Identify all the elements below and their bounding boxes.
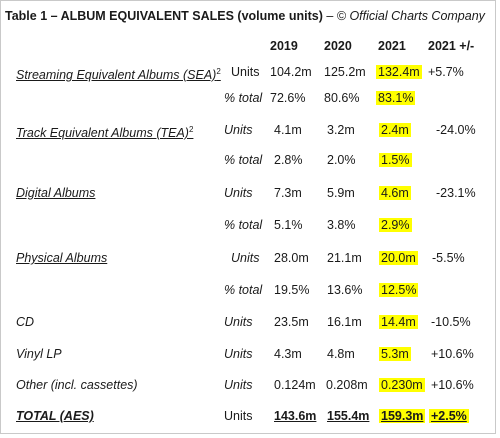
row-label-tea: Track Equivalent Albums (TEA)2 — [16, 125, 194, 140]
cell-2019-total: 143.6m — [274, 409, 317, 423]
cell-change: -24.0% — [436, 123, 476, 137]
cell-2020: 80.6% — [324, 91, 360, 105]
cell-2021-highlighted: 2.9% — [379, 218, 412, 232]
cell-change: +10.6% — [431, 378, 474, 392]
row-label-total: TOTAL (AES) — [16, 409, 94, 423]
cell-2019: 104.2m — [270, 65, 312, 79]
cell-2020-total: 155.4m — [327, 409, 370, 423]
row-unit: Units — [224, 123, 253, 137]
cell-2021-highlighted: 4.6m — [379, 186, 411, 200]
table-title: Table 1 – ALBUM EQUIVALENT SALES (volume… — [5, 9, 485, 23]
cell-2021-highlighted: 1.5% — [379, 153, 412, 167]
cell-2020: 3.8% — [327, 218, 356, 232]
cell-2019: 5.1% — [274, 218, 303, 232]
cell-change: -10.5% — [431, 315, 471, 329]
cell-2021-highlighted: 5.3m — [379, 347, 411, 361]
cell-2019: 2.8% — [274, 153, 303, 167]
row-unit: % total — [224, 153, 263, 167]
row-label-other: Other (incl. cassettes) — [16, 378, 138, 392]
cell-2019: 72.6% — [270, 91, 306, 105]
cell-2020: 16.1m — [327, 315, 362, 329]
cell-change: -5.5% — [432, 251, 465, 265]
cell-2020: 125.2m — [324, 65, 366, 79]
cell-2019: 4.3m — [274, 347, 302, 361]
row-unit: Units — [224, 186, 253, 200]
title-separator: – — [322, 9, 337, 23]
cell-change-total-highlighted: +2.5% — [429, 409, 469, 423]
row-unit: Units — [231, 65, 260, 79]
cell-change: +5.7% — [428, 65, 464, 79]
row-unit: Units — [224, 347, 253, 361]
column-header-change: 2021 +/- — [428, 39, 475, 53]
row-label-physical-albums: Physical Albums — [16, 251, 108, 265]
cell-2019: 0.124m — [274, 378, 316, 392]
cell-2019: 28.0m — [274, 251, 309, 265]
cell-2020: 2.0% — [327, 153, 356, 167]
row-unit: Units — [224, 315, 253, 329]
row-unit: Units — [224, 378, 253, 392]
cell-2019: 19.5% — [274, 283, 310, 297]
row-label-vinyl-lp: Vinyl LP — [16, 347, 62, 361]
cell-2020: 21.1m — [327, 251, 362, 265]
cell-2021-highlighted: 12.5% — [379, 283, 419, 297]
cell-change: +10.6% — [431, 347, 474, 361]
cell-2021-highlighted: 0.230m — [379, 378, 425, 392]
cell-2020: 0.208m — [326, 378, 368, 392]
cell-2021-highlighted: 132.4m — [376, 65, 422, 79]
cell-2020: 4.8m — [327, 347, 355, 361]
row-label-digital-albums: Digital Albums — [16, 186, 96, 200]
footnote-marker: 2 — [216, 67, 221, 76]
cell-2019: 7.3m — [274, 186, 302, 200]
cell-2021-total-highlighted: 159.3m — [379, 409, 426, 423]
cell-2021-highlighted: 20.0m — [379, 251, 418, 265]
row-unit: % total — [224, 283, 263, 297]
cell-2019: 23.5m — [274, 315, 309, 329]
table-title-main: Table 1 – ALBUM EQUIVALENT SALES (volume… — [5, 9, 323, 23]
row-label-cd: CD — [16, 315, 35, 329]
cell-2019: 4.1m — [274, 123, 302, 137]
cell-2020: 13.6% — [327, 283, 363, 297]
row-unit: % total — [224, 91, 263, 105]
cell-change: -23.1% — [436, 186, 476, 200]
row-label-sea: Streaming Equivalent Albums (SEA)2 — [16, 67, 221, 82]
cell-2020: 3.2m — [327, 123, 355, 137]
cell-2021-highlighted: 83.1% — [376, 91, 416, 105]
cell-2020: 5.9m — [327, 186, 355, 200]
column-header-2020: 2020 — [324, 39, 352, 53]
table-title-credit: © Official Charts Company — [336, 9, 485, 23]
cell-2021-highlighted: 14.4m — [379, 315, 418, 329]
cell-2021-highlighted: 2.4m — [379, 123, 411, 137]
row-unit: Units — [224, 409, 253, 423]
row-unit: Units — [231, 251, 260, 265]
footnote-marker: 2 — [188, 125, 194, 134]
row-unit: % total — [224, 218, 263, 232]
column-header-2019: 2019 — [270, 39, 298, 53]
column-header-2021: 2021 — [378, 39, 406, 53]
